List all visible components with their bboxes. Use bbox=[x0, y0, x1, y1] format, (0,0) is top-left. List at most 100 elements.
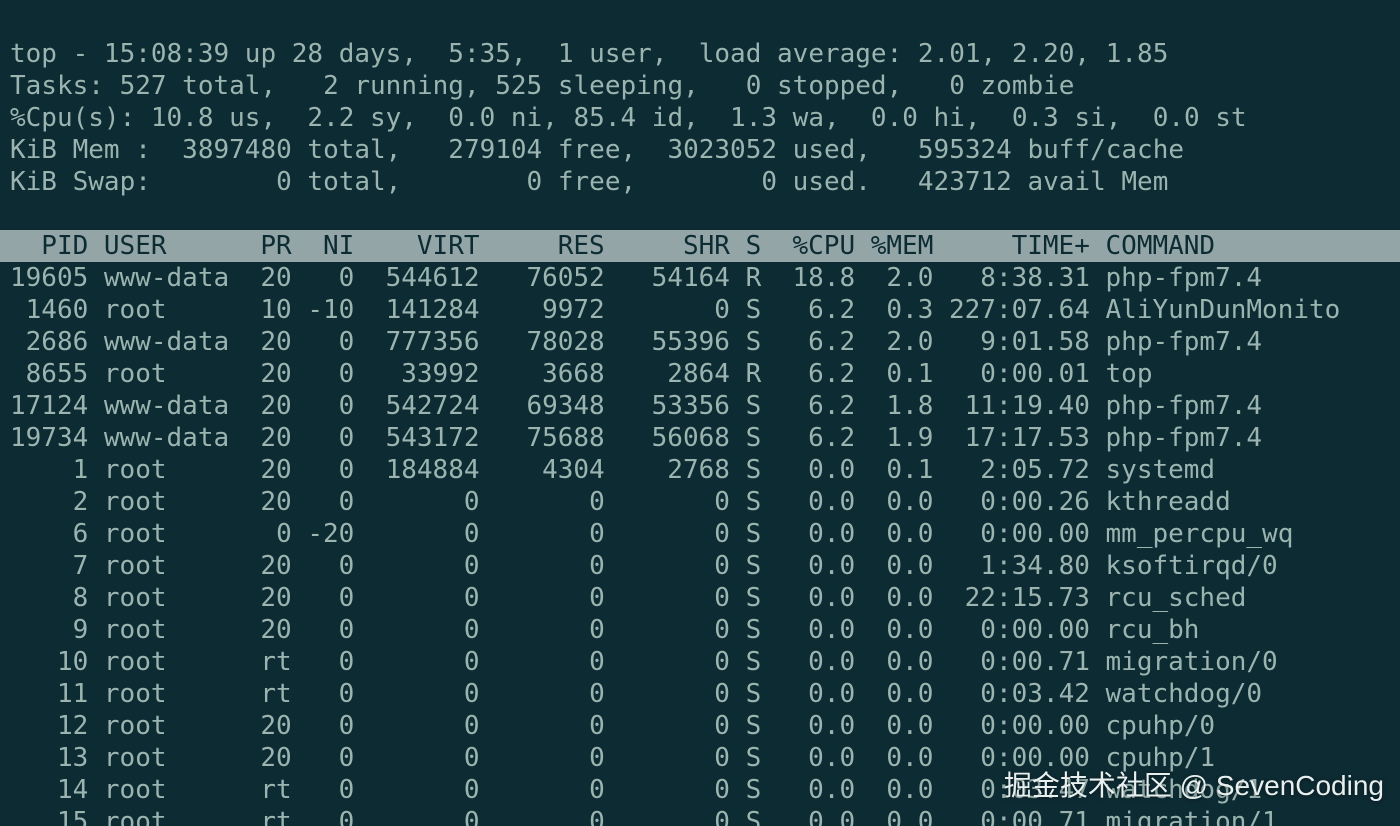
process-row: 8655 root 20 0 33992 3668 2864 R 6.2 0.1 0:00.01 to… bbox=[0, 358, 1400, 390]
cell-pr: rt bbox=[260, 775, 292, 805]
cell-pid: 7 bbox=[72, 551, 89, 581]
process-row: 15 root rt 0 0 0 0 S 0.0 0.0 0:00.71 migration/1 bbox=[0, 806, 1400, 826]
column-header-mem: %MEM bbox=[870, 231, 934, 261]
cell-s: S bbox=[745, 487, 762, 517]
column-header-command: COMMAND bbox=[1105, 231, 1216, 261]
cell-command: cpuhp/1 bbox=[1105, 743, 1216, 773]
cell-s: S bbox=[745, 327, 762, 357]
cell-ni: -20 bbox=[307, 519, 355, 549]
cell-virt: 0 bbox=[463, 775, 480, 805]
cell-s: S bbox=[745, 647, 762, 677]
process-row: 11 root rt 0 0 0 0 S 0.0 0.0 0:03.42 watchdog/0 bbox=[0, 678, 1400, 710]
cell-user: www-data bbox=[103, 391, 230, 421]
cell-time: 0:00.71 bbox=[980, 807, 1090, 826]
process-row: 19605 www-data 20 0 544612 76052 54164 R 18.8 2.0… bbox=[0, 262, 1400, 294]
cell-cpu: 0.0 bbox=[808, 519, 856, 549]
cell-mem: 0.0 bbox=[886, 679, 934, 709]
column-header-ni: NI bbox=[323, 231, 355, 261]
column-header-time: TIME+ bbox=[1011, 231, 1090, 261]
cell-time: 0:00.00 bbox=[980, 519, 1090, 549]
process-row: 1 root 20 0 184884 4304 2768 S 0.0 0.1 2:05.72 syst… bbox=[0, 454, 1400, 486]
cell-shr: 0 bbox=[714, 295, 730, 325]
column-header-cpu: %CPU bbox=[792, 231, 856, 261]
cell-pr: 20 bbox=[260, 455, 292, 485]
cell-user: root bbox=[103, 519, 167, 549]
cell-user: root bbox=[103, 775, 167, 805]
cell-shr: 0 bbox=[714, 807, 730, 826]
cell-res: 0 bbox=[589, 583, 605, 613]
column-header-user: USER bbox=[103, 231, 167, 261]
cell-pr: 0 bbox=[276, 519, 292, 549]
cell-user: www-data bbox=[103, 423, 230, 453]
cell-s: S bbox=[745, 775, 762, 805]
cell-cpu: 0.0 bbox=[808, 583, 856, 613]
cell-shr: 55396 bbox=[651, 327, 730, 357]
cell-mem: 0.0 bbox=[886, 807, 934, 826]
cell-virt: 141284 bbox=[385, 295, 480, 325]
cell-user: root bbox=[103, 487, 167, 517]
cell-pid: 2686 bbox=[25, 327, 89, 357]
cell-ni: 0 bbox=[338, 807, 355, 826]
watermark-text: 掘金技术社区 @ SevenCoding bbox=[1003, 770, 1384, 801]
cell-command: kthreadd bbox=[1105, 487, 1231, 517]
cell-time: 227:07.64 bbox=[949, 295, 1090, 325]
cell-res: 76052 bbox=[526, 263, 605, 293]
cell-pr: 20 bbox=[260, 359, 292, 389]
cell-cpu: 0.0 bbox=[808, 551, 856, 581]
cell-cpu: 6.2 bbox=[808, 423, 856, 453]
cell-user: root bbox=[103, 295, 167, 325]
cell-pid: 19734 bbox=[10, 423, 89, 453]
cell-pr: rt bbox=[260, 647, 292, 677]
cell-ni: 0 bbox=[338, 775, 355, 805]
cell-virt: 544612 bbox=[385, 263, 480, 293]
cell-cpu: 18.8 bbox=[792, 263, 856, 293]
cell-time: 22:15.73 bbox=[964, 583, 1090, 613]
cell-s: S bbox=[745, 807, 762, 826]
cell-mem: 2.0 bbox=[886, 327, 934, 357]
column-header-shr: SHR bbox=[682, 231, 730, 261]
cell-command: rcu_sched bbox=[1105, 583, 1247, 613]
cell-command: rcu_bh bbox=[1105, 615, 1200, 645]
cell-pr: 20 bbox=[260, 487, 292, 517]
summary-line-cpu: %Cpu(s): 10.8 us, 2.2 sy, 0.0 ni, 85.4 i… bbox=[10, 103, 1247, 133]
cell-s: S bbox=[745, 711, 762, 741]
cell-mem: 0.0 bbox=[886, 487, 934, 517]
cell-pr: 20 bbox=[260, 391, 292, 421]
cell-ni: 0 bbox=[338, 423, 355, 453]
cell-pid: 11 bbox=[56, 679, 89, 709]
cell-user: root bbox=[103, 455, 167, 485]
cell-pr: 20 bbox=[260, 551, 292, 581]
cell-cpu: 0.0 bbox=[808, 807, 856, 826]
process-table-body: 19605 www-data 20 0 544612 76052 54164 R 18.8 2.0… bbox=[0, 262, 1400, 826]
cell-s: S bbox=[745, 519, 762, 549]
process-row: 17124 www-data 20 0 542724 69348 53356 S 6.2 1.8 1… bbox=[0, 390, 1400, 422]
cell-s: S bbox=[745, 391, 762, 421]
cell-pid: 1 bbox=[72, 455, 89, 485]
cell-shr: 53356 bbox=[651, 391, 730, 421]
cell-virt: 777356 bbox=[385, 327, 480, 357]
cell-time: 2:05.72 bbox=[980, 455, 1090, 485]
cell-pr: rt bbox=[260, 807, 292, 826]
cell-user: root bbox=[103, 583, 167, 613]
cell-s: R bbox=[745, 263, 762, 293]
cell-pr: 20 bbox=[260, 583, 292, 613]
cell-command: AliYunDunMonito bbox=[1105, 295, 1341, 325]
cell-user: root bbox=[103, 711, 167, 741]
column-header-s: S bbox=[745, 231, 762, 261]
cell-mem: 0.0 bbox=[886, 551, 934, 581]
cell-mem: 0.0 bbox=[886, 583, 934, 613]
summary-line-uptime: top - 15:08:39 up 28 days, 5:35, 1 user,… bbox=[10, 39, 1169, 69]
cell-time: 0:00.00 bbox=[980, 615, 1090, 645]
cell-time: 0:00.26 bbox=[980, 487, 1090, 517]
cell-s: S bbox=[745, 615, 762, 645]
cell-res: 0 bbox=[589, 487, 605, 517]
cell-command: php-fpm7.4 bbox=[1105, 423, 1263, 453]
cell-cpu: 6.2 bbox=[808, 295, 856, 325]
summary-line-swap: KiB Swap: 0 total, 0 free, 0 used. 42371… bbox=[10, 167, 1169, 197]
cell-ni: 0 bbox=[338, 551, 355, 581]
cell-mem: 0.3 bbox=[886, 295, 934, 325]
cell-virt: 33992 bbox=[401, 359, 480, 389]
cell-time: 0:03.47 bbox=[980, 775, 1090, 805]
cell-s: S bbox=[745, 455, 762, 485]
